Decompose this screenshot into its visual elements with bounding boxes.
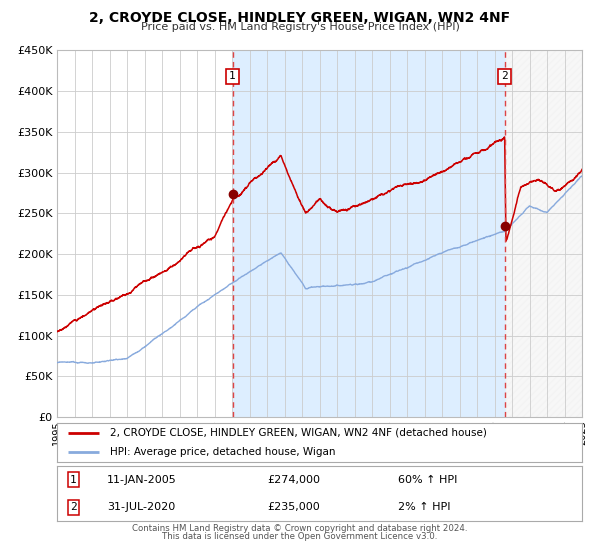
Text: £235,000: £235,000 bbox=[267, 502, 320, 512]
Text: 2: 2 bbox=[501, 72, 508, 82]
Text: 31-JUL-2020: 31-JUL-2020 bbox=[107, 502, 175, 512]
Text: HPI: Average price, detached house, Wigan: HPI: Average price, detached house, Wiga… bbox=[110, 447, 335, 457]
Text: Contains HM Land Registry data © Crown copyright and database right 2024.: Contains HM Land Registry data © Crown c… bbox=[132, 524, 468, 533]
Text: 1: 1 bbox=[229, 72, 236, 82]
Bar bbox=[505, 50, 582, 417]
Text: 60% ↑ HPI: 60% ↑ HPI bbox=[398, 475, 458, 484]
Text: 2, CROYDE CLOSE, HINDLEY GREEN, WIGAN, WN2 4NF (detached house): 2, CROYDE CLOSE, HINDLEY GREEN, WIGAN, W… bbox=[110, 428, 487, 437]
Text: £274,000: £274,000 bbox=[267, 475, 320, 484]
Text: 11-JAN-2005: 11-JAN-2005 bbox=[107, 475, 176, 484]
Bar bbox=[233, 50, 505, 417]
Text: 2, CROYDE CLOSE, HINDLEY GREEN, WIGAN, WN2 4NF: 2, CROYDE CLOSE, HINDLEY GREEN, WIGAN, W… bbox=[89, 11, 511, 25]
Text: Price paid vs. HM Land Registry's House Price Index (HPI): Price paid vs. HM Land Registry's House … bbox=[140, 22, 460, 32]
Text: 1: 1 bbox=[70, 475, 77, 484]
Text: This data is licensed under the Open Government Licence v3.0.: This data is licensed under the Open Gov… bbox=[163, 532, 437, 541]
Text: 2% ↑ HPI: 2% ↑ HPI bbox=[398, 502, 451, 512]
Text: 2: 2 bbox=[70, 502, 77, 512]
